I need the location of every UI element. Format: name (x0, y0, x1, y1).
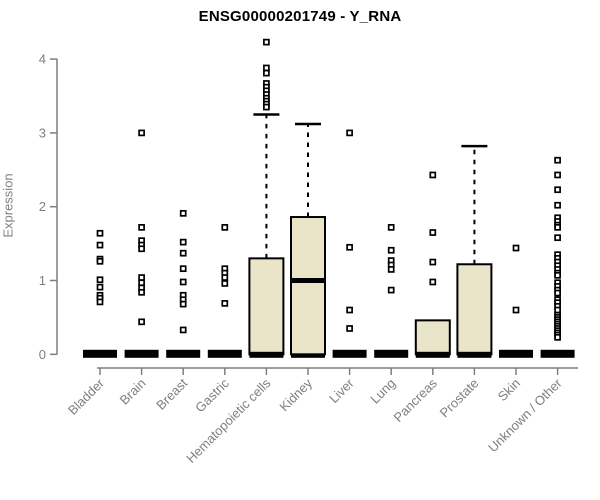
outlier-point (387, 286, 395, 294)
outlier-point (179, 300, 187, 308)
y-tick-label: 4 (39, 52, 46, 67)
outlier-point (221, 280, 229, 287)
outlier-point (263, 38, 270, 46)
median-line (291, 278, 325, 283)
outlier-point (96, 241, 104, 249)
outlier-point (179, 265, 187, 273)
outlier-point (179, 278, 187, 286)
box-zero-bar (83, 349, 117, 358)
x-tick-label: Brain (117, 376, 149, 408)
outlier-point (96, 283, 104, 291)
outlier-point (263, 64, 270, 72)
x-tick-label: Liver (326, 375, 357, 406)
outlier-point (346, 325, 353, 332)
outlier-point (221, 274, 229, 281)
outlier-point (387, 224, 395, 231)
box-zero-bar (207, 349, 242, 358)
outlier-point (263, 103, 270, 111)
box-zero-bar (499, 349, 533, 358)
outlier-point (554, 156, 561, 164)
outlier-point (387, 246, 395, 254)
outlier-point (554, 201, 561, 209)
outlier-point (96, 276, 104, 284)
outlier-point (554, 306, 561, 314)
outlier-point (138, 245, 145, 253)
outlier-point (138, 274, 145, 281)
x-tick-label: Gastric (192, 375, 232, 415)
outlier-point (429, 258, 437, 266)
box-zero-bar (540, 349, 575, 358)
outlier-point (346, 243, 353, 251)
outlier-point (179, 238, 187, 246)
outlier-point (138, 288, 145, 296)
outlier-point (138, 224, 145, 231)
x-tick-label: Bladder (65, 375, 108, 418)
y-tick-label: 1 (39, 273, 46, 288)
outlier-point (263, 69, 270, 77)
outlier-point (179, 209, 187, 217)
outlier-point (512, 306, 520, 314)
x-tick-label: Pancreas (390, 375, 440, 425)
outlier-point (387, 266, 395, 273)
median-line (457, 351, 492, 357)
y-tick-label: 2 (39, 199, 46, 214)
outlier-point (221, 300, 229, 307)
outlier-point (512, 244, 520, 252)
outlier-point (221, 224, 229, 231)
box (456, 263, 493, 356)
box-zero-bar (166, 349, 201, 358)
box-zero-bar (332, 349, 367, 358)
outlier-point (554, 271, 561, 279)
box-zero-bar (124, 349, 159, 358)
x-tick-label: Prostate (437, 376, 482, 421)
y-tick-label: 0 (39, 347, 46, 362)
outlier-point (429, 278, 437, 286)
chart-title: ENSG00000201749 - Y_RNA (198, 8, 402, 25)
outlier-point (554, 289, 561, 297)
outlier-point (96, 298, 104, 306)
outlier-point (554, 224, 561, 231)
outlier-point (554, 234, 561, 242)
x-tick-label: Kidney (276, 375, 315, 414)
box (414, 319, 451, 356)
x-tick-label: Skin (495, 376, 523, 404)
box (290, 216, 326, 356)
outlier-point (346, 129, 353, 137)
outlier-point (429, 229, 437, 236)
median-line (249, 351, 284, 357)
outlier-point (96, 229, 104, 237)
x-tick-label: Unknown / Other (485, 375, 565, 455)
outlier-point (179, 249, 187, 257)
x-tick-label: Lung (367, 376, 398, 407)
outlier-point (138, 129, 145, 137)
y-tick-label: 3 (39, 125, 46, 140)
x-tick-label: Breast (153, 375, 190, 412)
outlier-point (554, 186, 561, 194)
box-zero-bar (374, 349, 409, 358)
outlier-point (138, 279, 145, 287)
outlier-point (429, 171, 437, 179)
outlier-point (138, 318, 145, 326)
outlier-point (554, 171, 561, 179)
outlier-point (179, 326, 187, 334)
box (248, 257, 285, 356)
outlier-point (96, 257, 104, 265)
median-line (415, 351, 450, 357)
outlier-point (346, 306, 353, 314)
outlier-point (554, 333, 561, 341)
